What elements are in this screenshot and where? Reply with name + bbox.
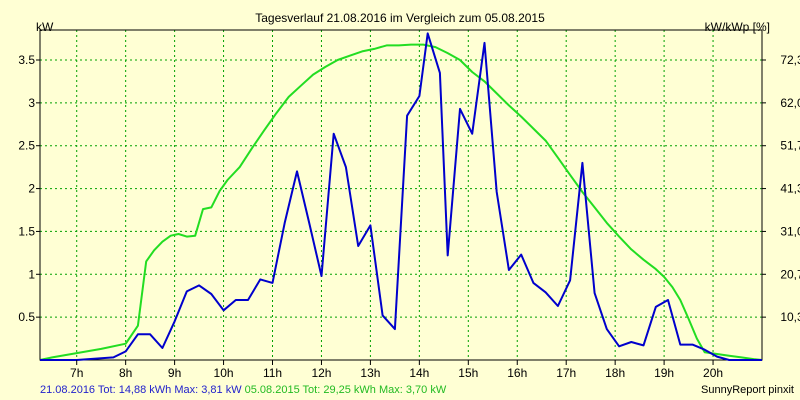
footer-credit: SunnyReport pinxit [701,384,794,396]
x-tick-label: 7h [70,366,83,380]
x-tick-label: 18h [605,366,625,380]
left-y-tick-label: 2 [28,182,35,196]
right-y-tick-label: 20,7 [780,267,800,281]
right-y-tick-label: 51,7 [780,139,800,153]
x-tick-label: 15h [458,366,478,380]
footer-summary-line: 21.08.2016 Tot: 14,88 kWh Max: 3,81 kW 0… [40,384,447,396]
x-tick-label: 16h [507,366,527,380]
plot-border [39,29,763,361]
x-tick-label: 19h [654,366,674,380]
right-y-tick-label: 10,3 [780,310,800,324]
x-tick-label: 11h [263,366,282,380]
left-y-tick-label: 1.5 [18,224,35,238]
series-line-21-08-2016 [40,32,762,361]
left-axis-label: kW [36,20,54,34]
x-tick-label: 14h [409,366,429,380]
chart-title: Tagesverlauf 21.08.2016 im Vergleich zum… [255,11,545,25]
x-tick-label: 9h [168,366,181,380]
right-y-tick-label: 31,0 [780,224,800,238]
x-tick-label: 13h [360,366,380,380]
right-y-tick-label: 72,3 [780,53,800,67]
left-y-tick-label: 3 [28,96,35,110]
x-tick-label: 12h [311,366,331,380]
right-y-tick-label: 62,0 [780,96,800,110]
footer-2016-summary: 21.08.2016 Tot: 14,88 kWh Max: 3,81 kW [40,384,242,396]
left-y-tick-label: 2.5 [18,139,35,153]
footer-2015-summary: 05.08.2015 Tot: 29,25 kWh Max: 3,70 kW [242,384,447,396]
right-axis-label: kW/kWp [%] [705,20,770,34]
series-line-05-08-2015 [39,43,763,361]
axis-ticks: 7h 8h 9h 10h 11h 12h 13h 14h 15h 16h 17h 18h 19h 20h 0… [18,53,800,380]
x-tick-label: 20h [703,366,723,380]
left-y-tick-label: 0.5 [18,310,35,324]
plot-frame [39,29,763,361]
x-tick-label: 8h [119,366,132,380]
left-y-tick-label: 1 [28,267,35,281]
series-lines [39,32,763,361]
left-y-tick-label: 3.5 [18,53,35,67]
grid-lines [40,30,762,360]
x-tick-label: 10h [214,366,234,380]
x-tick-label: 17h [556,366,576,380]
right-y-tick-label: 41,3 [780,182,800,196]
